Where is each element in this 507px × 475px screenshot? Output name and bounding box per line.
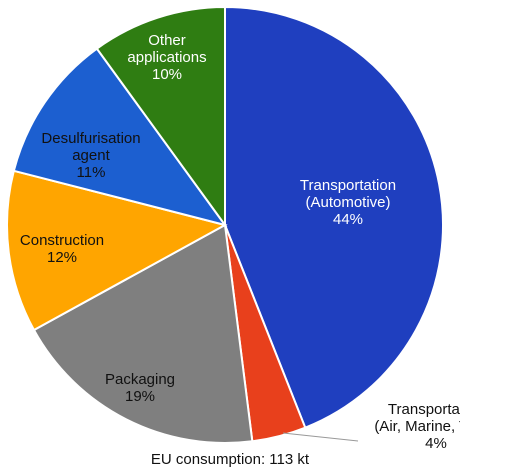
slice-label-packaging: Packaging 19% (105, 371, 175, 405)
pie-slice-packaging (32, 223, 254, 444)
pie-slice-transportation-automotive (224, 5, 444, 429)
pie-slice-other-applications (95, 5, 226, 229)
pie-slice-desulfurisation-agent (12, 47, 228, 227)
pie-slice-construction (6, 169, 228, 332)
slice-label-desulfurisation-agent: Desulfurisation agent 11% (41, 130, 140, 181)
leader-line (282, 432, 359, 442)
chart-caption: EU consumption: 113 kt (150, 451, 310, 468)
slice-label-other-applications: Other applications 10% (127, 32, 206, 83)
slice-label-transportation-automotive: Transportation (Automotive) 44% (300, 177, 396, 228)
slice-label-construction: Construction 12% (20, 232, 104, 266)
slice-label-transportation-air-marine-train: Transportation(Air, Marine, Train)4% (374, 401, 460, 450)
pie-chart: Transportation(Automotive)44% Transportat… (6, 5, 460, 450)
